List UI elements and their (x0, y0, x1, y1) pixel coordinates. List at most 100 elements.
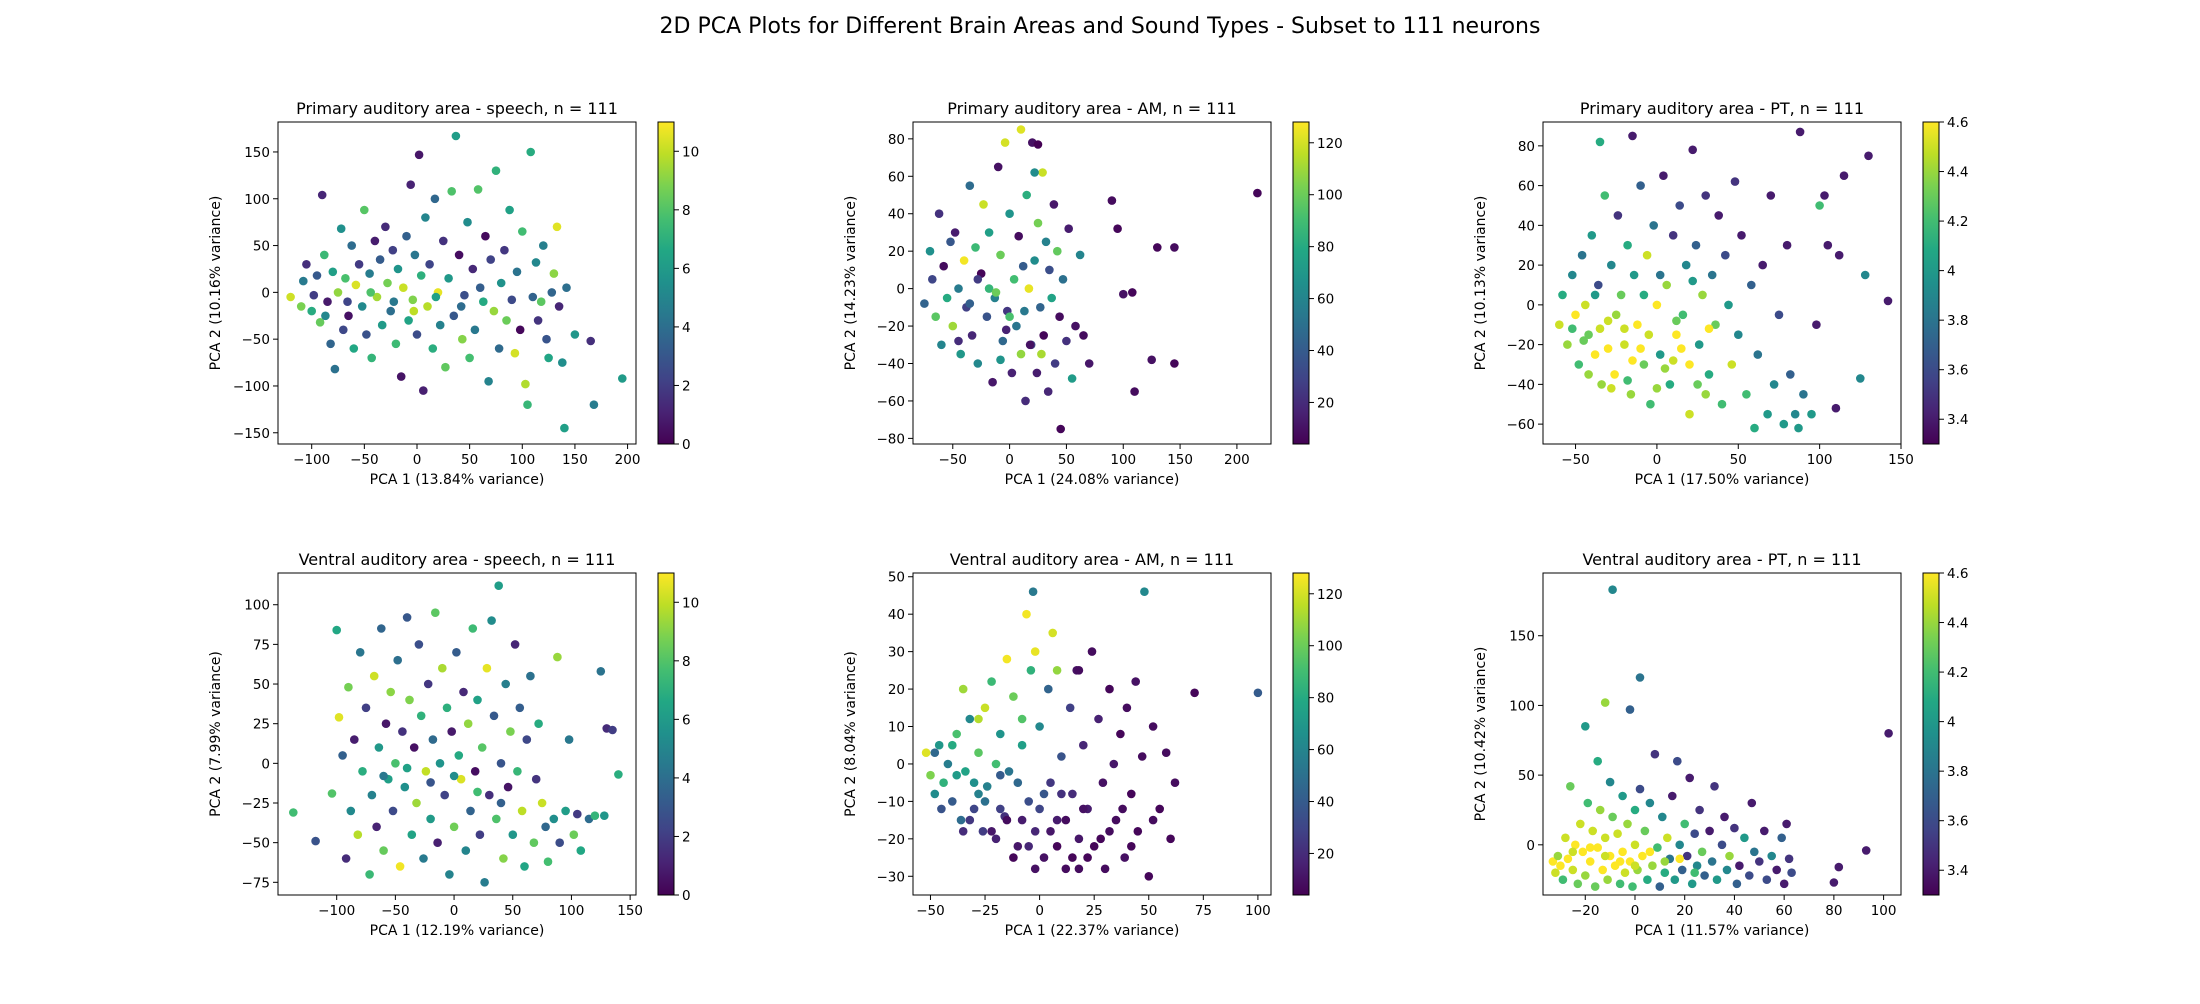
data-point (341, 274, 350, 283)
data-point (367, 353, 377, 363)
data-point (330, 364, 340, 374)
data-point (531, 774, 541, 784)
data-point (1568, 847, 1578, 857)
data-point (553, 652, 562, 662)
data-point (388, 806, 398, 816)
x-tick-label: 0 (1005, 452, 1014, 468)
data-point (1630, 805, 1640, 815)
data-point (1620, 340, 1629, 349)
colorbar-tick-label: 60 (1317, 743, 1334, 759)
data-point (971, 243, 980, 252)
data-point (1677, 865, 1687, 875)
data-point (959, 256, 969, 265)
data-point (358, 767, 367, 776)
data-point (1032, 368, 1042, 378)
data-point (479, 297, 488, 307)
y-tick-label: 150 (244, 145, 270, 161)
x-tick-label: −50 (1561, 452, 1590, 468)
data-point (395, 862, 405, 871)
data-point (1864, 151, 1873, 161)
data-point (389, 297, 399, 307)
data-point (979, 200, 988, 209)
data-point (1089, 842, 1099, 851)
data-point (1133, 827, 1143, 836)
data-point (554, 302, 564, 311)
data-point (428, 735, 438, 744)
data-point (522, 735, 532, 744)
data-point (1636, 344, 1645, 353)
y-tick-label: 40 (888, 207, 905, 223)
data-point (315, 318, 325, 327)
data-point (1039, 331, 1048, 340)
data-point (312, 271, 322, 280)
data-point (996, 250, 1005, 260)
x-tick-label: 75 (1195, 903, 1212, 919)
data-point (954, 284, 963, 293)
data-point (1005, 209, 1014, 218)
data-point (1147, 355, 1156, 365)
data-point (423, 679, 433, 689)
data-point (419, 386, 428, 395)
data-point (414, 150, 424, 160)
data-point (1675, 840, 1684, 850)
data-point (1005, 312, 1014, 322)
data-point (408, 295, 418, 305)
x-tick-label: 50 (504, 903, 521, 919)
data-point (1107, 196, 1117, 205)
y-tick-label: −10 (877, 794, 906, 810)
data-point (510, 348, 520, 358)
y-tick-label: 0 (896, 757, 905, 773)
data-point (445, 870, 454, 879)
data-point (1035, 722, 1044, 731)
x-axis-label: PCA 1 (11.57% variance) (1635, 923, 1810, 939)
data-point (1690, 829, 1699, 838)
data-point (500, 245, 509, 255)
data-point (473, 695, 482, 705)
data-point (1812, 320, 1821, 330)
data-point (1050, 359, 1060, 368)
data-point (1784, 854, 1794, 864)
data-point (327, 789, 337, 798)
y-tick-label: 80 (1518, 139, 1535, 155)
x-tick-label: −100 (318, 903, 355, 919)
data-point (405, 695, 414, 705)
data-point (526, 671, 535, 681)
data-point (539, 241, 548, 250)
data-point (1024, 842, 1033, 851)
data-point (1605, 777, 1615, 787)
data-point (419, 854, 428, 863)
colorbar-tick-label: 100 (1317, 188, 1343, 204)
data-point (1001, 325, 1011, 335)
data-point (1652, 384, 1662, 393)
data-point (341, 854, 351, 863)
data-point (1566, 782, 1575, 791)
data-point (416, 711, 426, 721)
data-point (564, 735, 574, 744)
x-tick-label: 0 (1035, 903, 1044, 919)
y-tick-label: −40 (877, 357, 906, 373)
data-point (391, 759, 400, 768)
data-point (1685, 409, 1694, 419)
data-point (1717, 399, 1727, 409)
data-point (1556, 861, 1565, 870)
data-point (1585, 843, 1595, 852)
data-point (1058, 275, 1068, 284)
data-point (454, 751, 464, 760)
data-point (991, 759, 1001, 769)
subplot-5: Ventral auditory area - AM, n = 111 −50 −2… (843, 550, 1343, 939)
data-point (323, 297, 332, 307)
data-point (1700, 871, 1709, 880)
data-point (296, 302, 306, 311)
data-point (1772, 865, 1781, 875)
data-point (1644, 330, 1654, 340)
subplot-title: Primary auditory area - AM, n = 111 (947, 99, 1236, 118)
data-point (1675, 201, 1684, 210)
data-point (470, 767, 480, 776)
y-tick-label: −20 (877, 832, 906, 848)
x-tick-label: 100 (1871, 903, 1897, 919)
data-point (996, 804, 1005, 814)
data-point (1094, 714, 1103, 724)
data-point (430, 194, 440, 204)
